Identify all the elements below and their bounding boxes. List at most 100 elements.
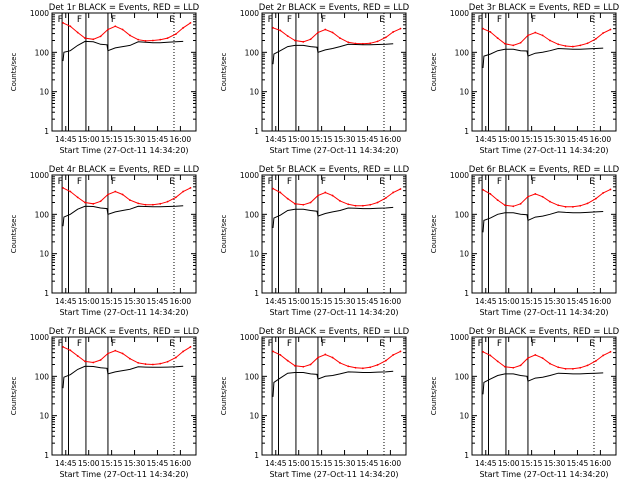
series-point-lld bbox=[159, 362, 162, 365]
x-tick-label: 15:45 bbox=[147, 459, 169, 468]
series-point-lld bbox=[534, 31, 537, 34]
marker-letter: F bbox=[531, 339, 536, 349]
plot-frame bbox=[471, 336, 617, 456]
marker-letter: F bbox=[111, 177, 116, 187]
marker-letter: F bbox=[287, 339, 292, 349]
series-point-lld bbox=[354, 42, 357, 45]
marker-letter: F bbox=[58, 339, 63, 349]
series-point-lld bbox=[557, 43, 560, 46]
marker-letter: E bbox=[589, 339, 595, 349]
series-point-lld bbox=[496, 199, 499, 202]
x-tick-label: 15:45 bbox=[147, 297, 169, 306]
x-tick-label: 15:30 bbox=[334, 297, 356, 306]
x-axis-label: Start Time (27-Oct-11 14:34:20) bbox=[269, 308, 398, 317]
series-line-lld bbox=[272, 27, 401, 45]
series-point-lld bbox=[129, 357, 131, 360]
panel-det-8: Det 8r BLACK = Events, RED = LLD Counts/s… bbox=[220, 327, 410, 479]
series-point-lld bbox=[324, 28, 327, 31]
x-tick-label: 15:00 bbox=[78, 459, 100, 468]
marker-letter: F bbox=[321, 177, 326, 187]
series-point-lld bbox=[399, 188, 402, 190]
marker-letter: E bbox=[169, 339, 175, 349]
series-point-lld bbox=[286, 197, 289, 200]
marker-letter: F bbox=[531, 15, 536, 25]
x-tick-label: 16:00 bbox=[170, 459, 192, 468]
plot-frame bbox=[471, 12, 617, 132]
panel-title: Det 4r BLACK = Events, RED = LLD bbox=[49, 165, 200, 175]
marker-letter: F bbox=[497, 15, 502, 25]
series-point-lld bbox=[121, 193, 124, 196]
marker-letter: F bbox=[531, 177, 536, 187]
series-point-lld bbox=[129, 34, 131, 37]
series-point-lld bbox=[121, 352, 124, 355]
marker-letter: F bbox=[497, 339, 502, 349]
series-point-lld bbox=[609, 28, 612, 31]
series-point-lld bbox=[76, 31, 79, 34]
marker-letter: F bbox=[111, 15, 116, 25]
series-point-lld bbox=[309, 38, 312, 41]
series-point-lld bbox=[489, 193, 492, 195]
series-line-lld bbox=[482, 188, 611, 208]
panel-title: Det 5r BLACK = Events, RED = LLD bbox=[259, 165, 410, 175]
plot-frame bbox=[261, 12, 407, 132]
marker-letter: F bbox=[77, 15, 82, 25]
x-tick-label: 15:45 bbox=[357, 297, 379, 306]
series-line-events bbox=[62, 205, 184, 227]
panel-title: Det 9r BLACK = Events, RED = LLD bbox=[469, 327, 620, 337]
series-point-lld bbox=[317, 194, 319, 197]
series-line-events bbox=[272, 370, 394, 397]
marker-letter: F bbox=[287, 177, 292, 187]
series-point-lld bbox=[137, 38, 140, 41]
series-point-lld bbox=[159, 38, 162, 41]
series-point-lld bbox=[114, 25, 117, 28]
series-point-lld bbox=[84, 360, 86, 363]
y-tick-label: 10 bbox=[459, 250, 469, 259]
marker-letter: F bbox=[77, 339, 82, 349]
series-point-lld bbox=[317, 31, 319, 34]
series-point-lld bbox=[512, 205, 515, 208]
series-point-lld bbox=[166, 360, 169, 363]
y-tick-label: 10 bbox=[39, 250, 49, 259]
series-point-lld bbox=[369, 42, 372, 45]
plot-frame bbox=[51, 12, 197, 132]
series-point-lld bbox=[571, 45, 574, 48]
x-tick-label: 14:45 bbox=[265, 297, 287, 306]
series-point-lld bbox=[302, 40, 305, 43]
marker-letter: F bbox=[77, 177, 82, 187]
y-tick-label: 1 bbox=[254, 127, 259, 136]
series-line-lld bbox=[482, 28, 611, 48]
series-point-lld bbox=[369, 366, 372, 369]
y-tick-label: 10 bbox=[249, 250, 259, 259]
series-point-lld bbox=[182, 26, 185, 29]
series-line-events bbox=[482, 372, 604, 395]
x-tick-label: 15:00 bbox=[78, 297, 100, 306]
series-point-lld bbox=[69, 349, 72, 352]
series-point-lld bbox=[92, 361, 95, 364]
series-point-lld bbox=[182, 350, 185, 353]
x-tick-label: 15:00 bbox=[78, 135, 100, 144]
series-point-lld bbox=[549, 39, 551, 42]
y-axis-label: Counts/sec bbox=[10, 215, 18, 254]
x-axis-label: Start Time (27-Oct-11 14:34:20) bbox=[269, 146, 398, 155]
series-point-lld bbox=[107, 28, 109, 31]
series-point-lld bbox=[76, 196, 79, 199]
y-tick-label: 1000 bbox=[240, 333, 259, 342]
series-point-lld bbox=[594, 37, 597, 40]
x-axis-label: Start Time (27-Oct-11 14:34:20) bbox=[59, 146, 188, 155]
x-tick-label: 16:00 bbox=[380, 297, 402, 306]
series-point-lld bbox=[174, 356, 177, 359]
series-point-lld bbox=[279, 191, 282, 194]
x-tick-label: 14:45 bbox=[265, 459, 287, 468]
x-tick-label: 16:00 bbox=[590, 297, 612, 306]
series-point-lld bbox=[527, 357, 529, 360]
y-tick-label: 1000 bbox=[30, 333, 49, 342]
series-point-lld bbox=[189, 186, 192, 189]
series-point-lld bbox=[62, 22, 64, 24]
panel-det-4: Det 4r BLACK = Events, RED = LLD Counts/s… bbox=[10, 165, 200, 317]
series-point-lld bbox=[571, 205, 574, 208]
series-point-lld bbox=[166, 200, 169, 203]
marker-letter: F bbox=[268, 15, 273, 25]
series-point-lld bbox=[496, 360, 499, 363]
series-point-lld bbox=[144, 363, 147, 365]
